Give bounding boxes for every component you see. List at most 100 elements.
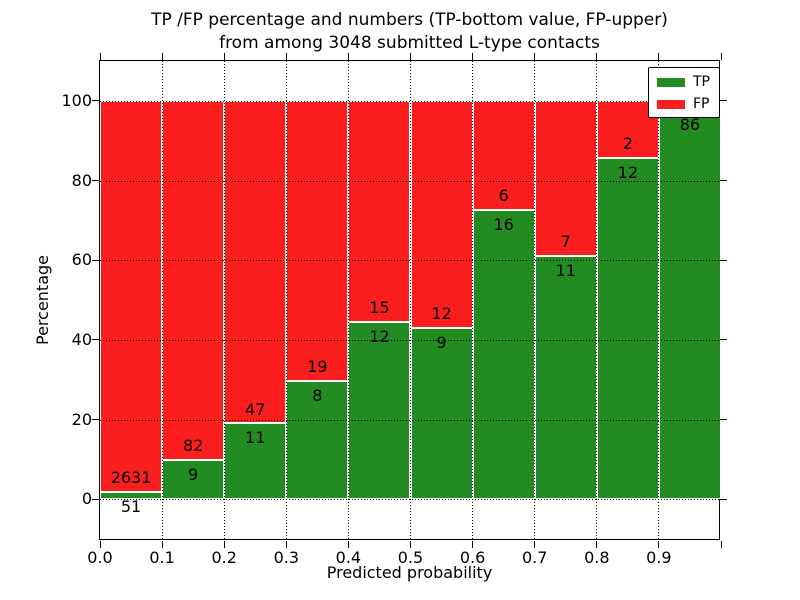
y-tick-right [720, 339, 727, 341]
fp-legend-swatch [657, 99, 685, 109]
bar-segment-tp [534, 255, 597, 500]
x-tick-label: 0.9 [646, 548, 672, 567]
x-tick-label: 0.5 [397, 548, 424, 567]
fp-count-label: 2631 [110, 467, 152, 487]
y-tick-right [720, 180, 727, 181]
y-tick-right [720, 100, 727, 102]
x-tick-label: 0.7 [521, 548, 548, 567]
chart-title-line1: TP /FP percentage and numbers (TP-bottom… [151, 10, 668, 30]
bar-segment-tp [410, 328, 473, 500]
x-tick-top [720, 53, 722, 60]
fp-count-label: 47 [245, 399, 266, 419]
legend: TP FP [648, 67, 720, 118]
tp-count-label: 9 [436, 333, 447, 353]
x-tick [161, 541, 163, 548]
fp-count-label: 6 [498, 185, 509, 205]
x-gridline [285, 61, 287, 539]
x-tick-top [99, 53, 101, 60]
x-tick-top [223, 53, 225, 60]
y-axis-label: Percentage [33, 255, 52, 346]
x-gridline [410, 61, 411, 539]
y-tick-label: 20 [71, 409, 92, 429]
y-tick [92, 498, 99, 500]
y-gridline [100, 180, 719, 182]
x-tick-label: 0.0 [87, 548, 113, 567]
tp-legend-swatch [657, 77, 685, 87]
y-tick-right [720, 419, 727, 420]
fp-count-label: 2 [622, 133, 633, 153]
y-tick-label: 100 [61, 90, 92, 110]
chart-title: TP /FP percentage and numbers (TP-bottom… [99, 9, 720, 55]
y-tick-label: 60 [71, 250, 92, 270]
y-gridline [100, 260, 719, 262]
bar-segment-fp [410, 100, 473, 329]
bar-segment-fp [286, 100, 349, 382]
x-tick [347, 541, 349, 548]
bar-segment-fp [162, 100, 225, 460]
x-gridline [161, 61, 163, 539]
x-tick [410, 541, 411, 548]
x-tick-top [161, 53, 163, 60]
y-tick [92, 339, 99, 341]
legend-item-tp: TP [657, 75, 710, 89]
x-tick-top [410, 53, 411, 60]
fp-count-label: 19 [307, 357, 328, 377]
plot-area: TP FP 2631 51 82 9 47 11 19 8 15 12 12 9 6 16 7 11 2 12 86… [61, 53, 727, 567]
x-gridline [534, 61, 536, 539]
tp-count-label: 8 [312, 386, 323, 406]
tp-count-label: 86 [679, 114, 701, 134]
x-tick-label: 0.3 [273, 548, 300, 567]
y-gridline [100, 419, 719, 421]
y-tick-label: 40 [71, 329, 92, 349]
x-gridline [596, 61, 598, 539]
tp-count-label: 12 [617, 162, 639, 182]
bar-segment-tp [100, 491, 163, 500]
fp-count-label: 7 [560, 231, 571, 251]
x-tick-label: 0.6 [459, 548, 486, 567]
x-tick-top [472, 53, 474, 60]
x-tick-top [596, 53, 598, 60]
bar-segment-tp [658, 109, 721, 500]
y-tick-right [720, 259, 727, 261]
x-tick [285, 541, 287, 548]
x-gridline [223, 61, 225, 539]
tp-count-label: 51 [120, 496, 142, 516]
x-gridline [472, 61, 474, 539]
fp-legend-label: FP [693, 96, 710, 112]
x-gridline [658, 61, 660, 539]
x-tick [223, 541, 225, 548]
y-tick-label: 0 [81, 489, 92, 509]
y-tick [92, 180, 99, 181]
x-tick [472, 541, 474, 548]
bar-segment-tp [286, 381, 349, 500]
legend-item-fp: FP [657, 97, 710, 111]
x-gridline [347, 61, 349, 539]
bar-segment-tp [472, 209, 535, 500]
bar-segment-fp [472, 100, 535, 210]
x-axis-label: Predicted probability [326, 563, 493, 582]
bar-segment-fp [100, 100, 163, 492]
tp-count-label: 11 [555, 260, 576, 280]
x-tick [596, 541, 598, 548]
x-tick-top [285, 53, 287, 60]
bar-segment-fp [224, 100, 287, 424]
x-tick [99, 541, 101, 548]
tp-count-label: 16 [493, 214, 514, 234]
bar-segment-tp [162, 459, 225, 500]
x-tick-label: 0.8 [584, 548, 610, 567]
x-tick-top [658, 53, 660, 60]
tp-count-label: 11 [245, 428, 266, 448]
x-tick [720, 541, 722, 548]
x-tick [658, 541, 660, 548]
x-tick-label: 0.1 [149, 548, 175, 567]
bar-segment-fp [534, 100, 597, 256]
y-gridline [100, 499, 719, 501]
x-tick-label: 0.2 [211, 548, 237, 567]
x-tick-label: 0.4 [335, 548, 362, 567]
x-tick-top [534, 53, 536, 60]
y-gridline [100, 100, 719, 102]
bar-segment-tp [596, 157, 659, 500]
tp-count-label: 9 [188, 464, 199, 484]
bar-segment-tp [348, 322, 411, 500]
fp-count-label: 15 [369, 298, 390, 318]
